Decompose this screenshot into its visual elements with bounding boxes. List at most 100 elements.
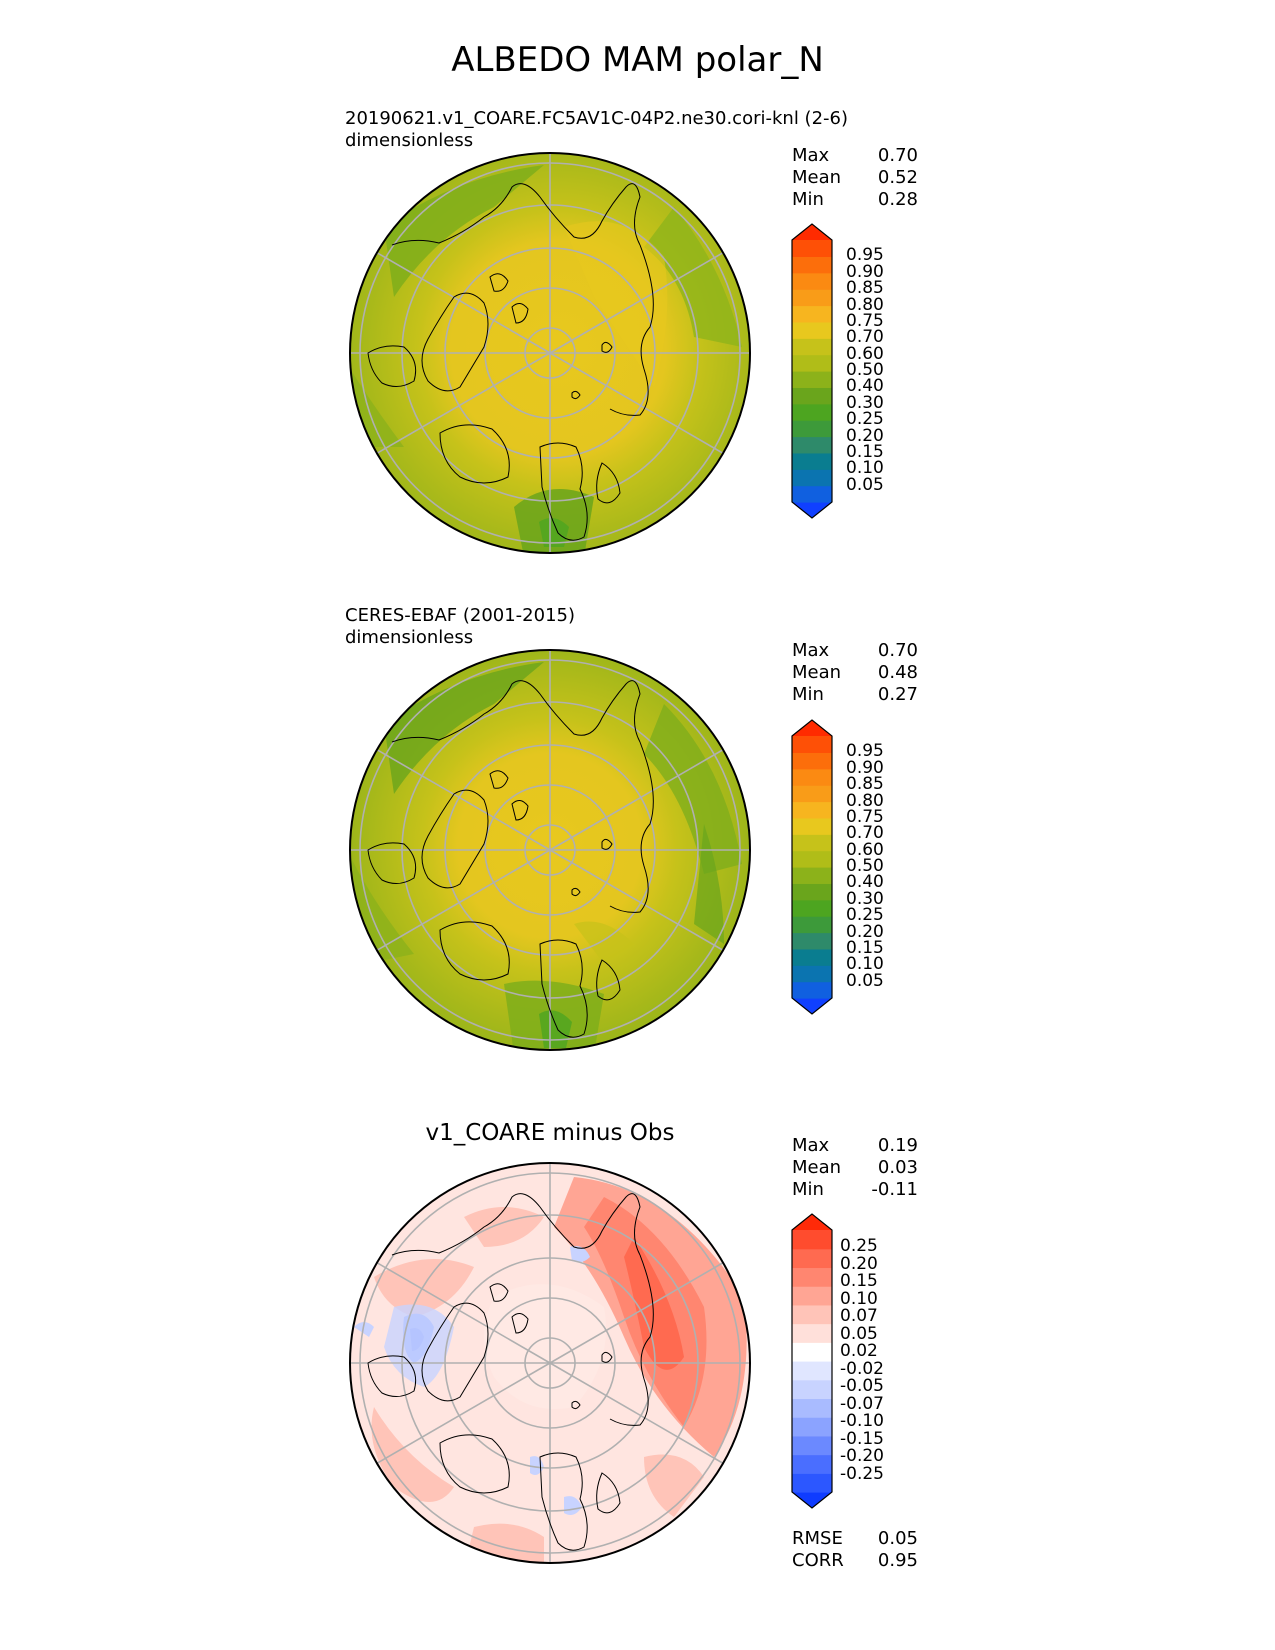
colorbar-tick-label: 0.85 bbox=[846, 278, 884, 299]
panel-test-subtitle: 20190621.v1_COARE.FC5AV1C-04P2.ne30.cori… bbox=[345, 108, 848, 152]
colorbar-band bbox=[792, 436, 832, 454]
colorbar-tick-label: 0.25 bbox=[846, 905, 884, 926]
stat-mean-value: 0.52 bbox=[877, 167, 918, 188]
colorbar-tick-label: 0.25 bbox=[840, 1236, 878, 1257]
colorbar-tick-label: -0.25 bbox=[840, 1463, 884, 1484]
colorbar-band bbox=[792, 981, 832, 999]
colorbar-extend-min bbox=[792, 1492, 832, 1508]
colorbar-band bbox=[792, 1454, 832, 1474]
metric-rmse-label: RMSE bbox=[792, 1528, 843, 1549]
colorbar-band bbox=[792, 485, 832, 503]
colorbar-tick-label: -0.02 bbox=[840, 1358, 884, 1379]
colorbar-band bbox=[792, 965, 832, 983]
colorbar-tick-label: 0.75 bbox=[846, 310, 884, 331]
colorbar-band bbox=[792, 1473, 832, 1493]
colorbar-band bbox=[792, 736, 832, 753]
map-boundary bbox=[349, 1162, 751, 1564]
colorbar-band bbox=[792, 354, 832, 372]
colorbar-band bbox=[792, 867, 832, 884]
colorbar-reference bbox=[791, 719, 833, 1015]
graticule bbox=[350, 650, 750, 1050]
colorbar-tick-label: 0.15 bbox=[846, 441, 884, 462]
colorbar-tick-label: 0.25 bbox=[846, 409, 884, 430]
colorbar-tick-label: -0.10 bbox=[840, 1411, 884, 1432]
colorbar-tick-label: 0.15 bbox=[840, 1271, 878, 1292]
coastlines bbox=[367, 680, 654, 1038]
colorbar-tick-label: 0.85 bbox=[846, 774, 884, 795]
stat-max-label: Max bbox=[792, 1135, 830, 1156]
stat-max-value: 0.70 bbox=[877, 640, 918, 661]
colorbar-tick-label: 0.75 bbox=[846, 806, 884, 827]
colorbar-tick-label: -0.05 bbox=[840, 1376, 884, 1397]
coastlines bbox=[367, 1193, 654, 1551]
colorbar-band bbox=[792, 469, 832, 487]
colorbar-tick-label: 0.30 bbox=[846, 888, 884, 909]
panel-reference-dataset: CERES-EBAF (2001-2015) bbox=[345, 605, 576, 626]
stat-mean-value: 0.03 bbox=[877, 1157, 918, 1178]
colorbar-tick-label: 0.15 bbox=[846, 937, 884, 958]
colorbar-tick-label: 0.95 bbox=[846, 741, 884, 762]
colorbar-tick-label: 0.10 bbox=[840, 1288, 878, 1309]
colorbar-test bbox=[791, 223, 833, 519]
colorbar-tick-label: 0.60 bbox=[846, 839, 884, 860]
map-boundary bbox=[349, 649, 751, 1051]
colorbar-band bbox=[792, 834, 832, 852]
stat-max-label: Max bbox=[792, 640, 830, 661]
colorbar-tick-label: 0.60 bbox=[846, 343, 884, 364]
colorbar-extend-max bbox=[792, 720, 832, 736]
colorbar-band bbox=[792, 883, 832, 901]
colorbar-tick-label: 0.90 bbox=[846, 261, 884, 282]
colorbar-extend-max bbox=[792, 1214, 832, 1230]
panel-difference-title: v1_COARE minus Obs bbox=[425, 1120, 675, 1146]
colorbar-band bbox=[792, 289, 832, 307]
colorbar-band bbox=[792, 305, 832, 323]
colorbar-tick-label: -0.15 bbox=[840, 1428, 884, 1449]
map-boundary bbox=[349, 152, 751, 554]
polar-map-difference bbox=[349, 1162, 751, 1564]
colorbar-band bbox=[792, 240, 832, 257]
graticule bbox=[350, 153, 750, 553]
colorbar-band bbox=[792, 420, 832, 438]
stat-min-label: Min bbox=[792, 189, 824, 210]
panel-test-stats: Max 0.70 Mean 0.52 Min 0.28 bbox=[792, 145, 918, 211]
colorbar-tick-label: -0.20 bbox=[840, 1446, 884, 1467]
colorbar-extend-min bbox=[792, 502, 832, 518]
polar-map-reference bbox=[349, 649, 751, 1051]
colorbar-tick-label: 0.95 bbox=[846, 245, 884, 266]
colorbar-band bbox=[792, 948, 832, 966]
colorbar-tick-label: 0.07 bbox=[840, 1306, 878, 1327]
colorbar-band bbox=[792, 452, 832, 470]
colorbar-band bbox=[792, 1435, 832, 1456]
colorbar-band bbox=[792, 1267, 832, 1287]
panel-reference-stats: Max 0.70 Mean 0.48 Min 0.27 bbox=[792, 640, 918, 706]
colorbar-tick-label: 0.80 bbox=[846, 790, 884, 811]
colorbar-band bbox=[792, 321, 832, 339]
panel-difference-stats: Max 0.19 Mean 0.03 Min -0.11 bbox=[792, 1135, 918, 1201]
colorbar-band bbox=[792, 1342, 832, 1362]
colorbar-tick-label: 0.50 bbox=[846, 360, 884, 380]
colorbar-band bbox=[792, 768, 832, 786]
metric-corr-label: CORR bbox=[792, 1550, 844, 1571]
colorbar-tick-label: 0.70 bbox=[846, 823, 884, 844]
stat-mean-label: Mean bbox=[792, 167, 842, 188]
panel-difference-metrics: RMSE 0.05 CORR 0.95 bbox=[792, 1528, 918, 1572]
stat-min-label: Min bbox=[792, 684, 824, 705]
colorbar-band bbox=[792, 752, 832, 770]
colorbar-band bbox=[792, 371, 832, 388]
colorbar-tick-label: 0.40 bbox=[846, 872, 884, 893]
panel-reference-units: dimensionless bbox=[345, 627, 474, 648]
metric-corr-value: 0.95 bbox=[877, 1550, 918, 1571]
colorbar-tick-label: 0.30 bbox=[846, 392, 884, 413]
colorbar-tick-label: -0.07 bbox=[840, 1393, 884, 1414]
colorbar-band bbox=[792, 817, 832, 835]
colorbar-tick-label: 0.10 bbox=[846, 954, 884, 975]
figure-title: ALBEDO MAM polar_N bbox=[451, 40, 824, 80]
colorbar-band bbox=[792, 899, 832, 917]
colorbar-extend-min bbox=[792, 998, 832, 1014]
colorbar-tick-label: 0.80 bbox=[846, 294, 884, 315]
polar-map-test bbox=[349, 152, 751, 554]
colorbar-tick-label: 0.05 bbox=[840, 1323, 878, 1344]
stat-max-label: Max bbox=[792, 145, 830, 166]
colorbar-band bbox=[792, 1304, 832, 1325]
colorbar-band bbox=[792, 1286, 832, 1306]
